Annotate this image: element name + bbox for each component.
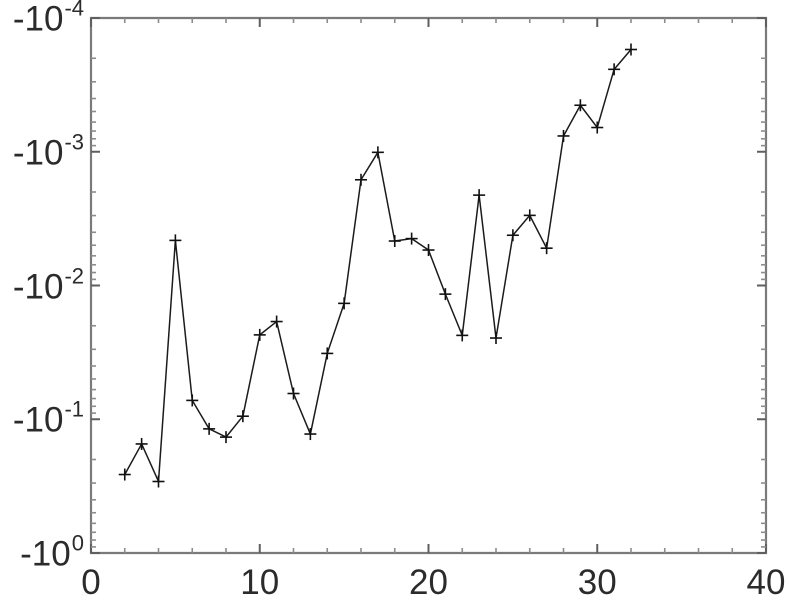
x-tick-label: 10 bbox=[240, 563, 280, 602]
axis-box bbox=[89, 16, 768, 555]
data-point-marker bbox=[220, 431, 232, 444]
data-point-marker bbox=[523, 209, 536, 222]
x-tick-label: 20 bbox=[409, 563, 448, 602]
x-tick-label: 0 bbox=[81, 563, 101, 602]
y-tick-label-exponent: 0 bbox=[71, 530, 84, 556]
data-point-marker bbox=[270, 315, 283, 328]
data-point-marker bbox=[338, 297, 351, 310]
y-tick-label-exponent: -4 bbox=[64, 0, 84, 21]
data-point-marker bbox=[203, 422, 216, 435]
data-point-marker bbox=[118, 468, 131, 481]
data-point-marker bbox=[253, 328, 266, 341]
y-tick-label-base: -10 bbox=[12, 0, 64, 39]
y-tick-label-base: -10 bbox=[12, 400, 64, 440]
y-tick-label-exponent: -3 bbox=[64, 129, 84, 155]
data-point-marker bbox=[388, 235, 401, 248]
y-tick-label-base: -10 bbox=[12, 133, 64, 173]
axis-frame bbox=[89, 16, 768, 555]
data-point-marker bbox=[540, 242, 553, 255]
data-point-marker bbox=[135, 437, 148, 450]
data-point-marker bbox=[439, 288, 452, 301]
data-point-marker bbox=[473, 189, 486, 202]
data-point-marker bbox=[236, 410, 249, 423]
y-tick-label: -100 bbox=[20, 532, 84, 574]
y-tick-label-base: -10 bbox=[12, 266, 64, 306]
data-point-marker bbox=[608, 63, 621, 76]
y-tick-label-base: -10 bbox=[20, 534, 71, 574]
data-point-marker bbox=[625, 43, 637, 56]
x-tick-label: 30 bbox=[577, 563, 617, 602]
data-point-marker bbox=[371, 146, 384, 159]
data-point-marker bbox=[287, 387, 300, 400]
data-point-marker bbox=[169, 234, 182, 247]
data-point-marker bbox=[557, 129, 570, 142]
data-point-marker bbox=[405, 232, 418, 245]
y-tick-label-exponent: -1 bbox=[64, 396, 84, 422]
y-tick-label: -10-1 bbox=[12, 398, 84, 440]
data-point-marker bbox=[355, 173, 367, 186]
data-point-marker bbox=[574, 99, 587, 112]
data-point-marker bbox=[186, 394, 199, 407]
y-tick-label: -10-2 bbox=[12, 265, 84, 306]
series-markers bbox=[118, 43, 637, 488]
data-point-marker bbox=[321, 347, 334, 360]
y-tick-label: -10-4 bbox=[12, 0, 84, 39]
x-axis-ticks bbox=[90, 18, 767, 553]
x-tick-label: 40 bbox=[746, 563, 786, 602]
y-axis-ticks bbox=[91, 17, 766, 554]
data-series bbox=[118, 43, 637, 488]
y-tick-label-exponent: -2 bbox=[64, 263, 84, 289]
data-point-marker bbox=[422, 244, 435, 257]
data-point-marker bbox=[506, 229, 519, 242]
data-point-marker bbox=[490, 332, 502, 345]
series-line bbox=[124, 48, 632, 483]
data-point-marker bbox=[591, 121, 604, 134]
data-point-marker bbox=[304, 428, 317, 441]
data-point-marker bbox=[152, 475, 165, 488]
y-tick-label: -10-3 bbox=[12, 131, 84, 173]
data-point-marker bbox=[456, 329, 469, 342]
